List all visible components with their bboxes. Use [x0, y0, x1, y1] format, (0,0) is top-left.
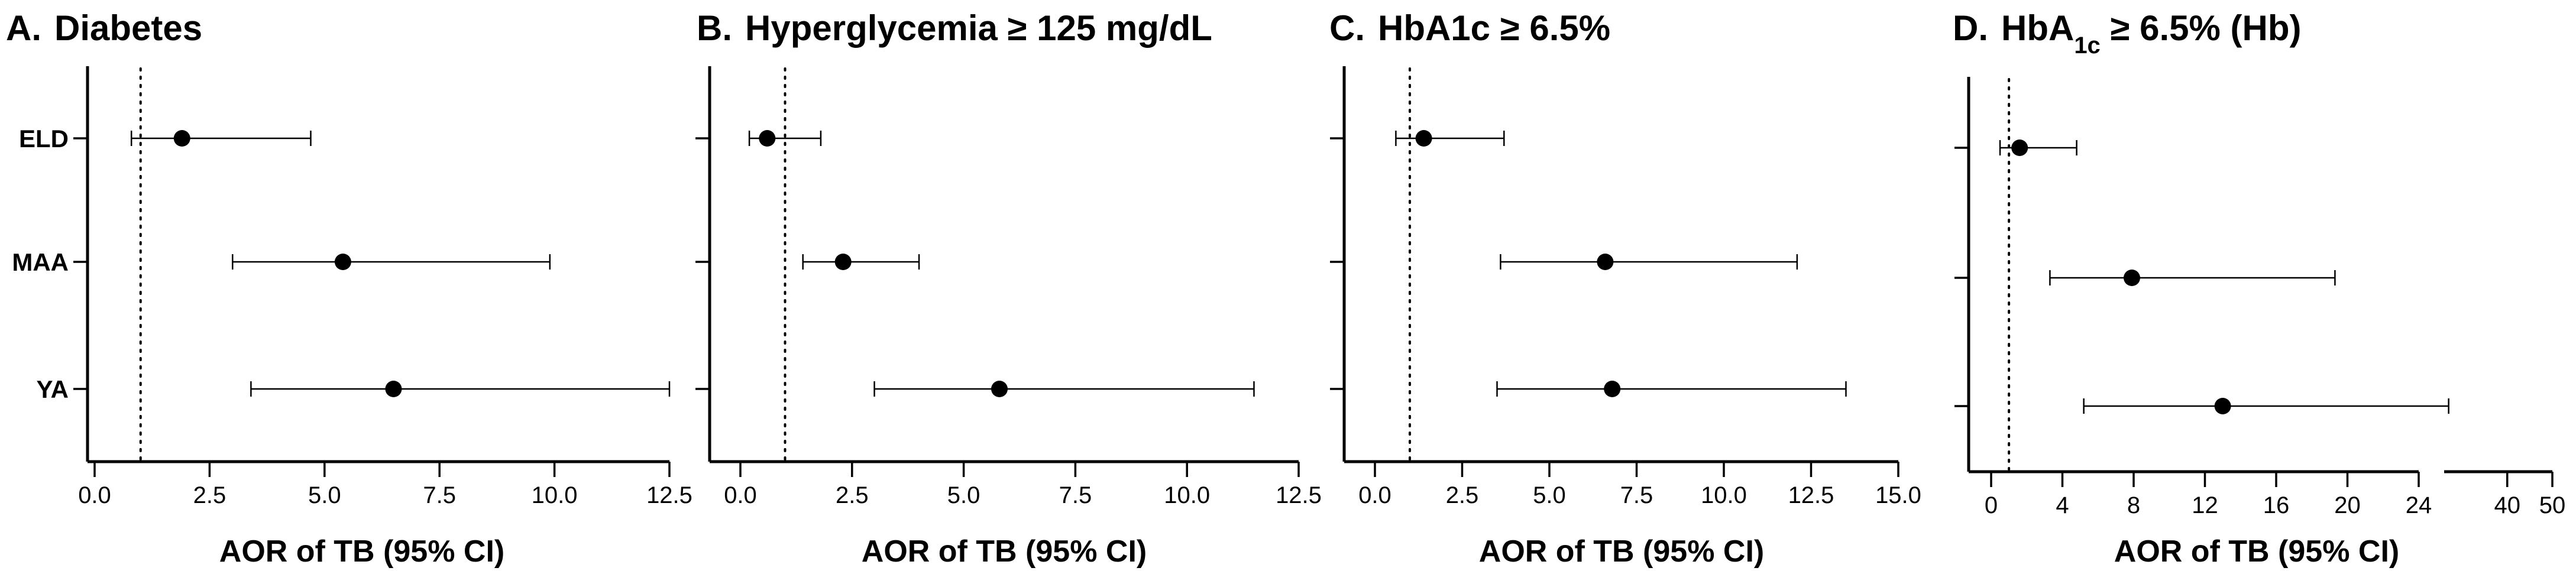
panel-b-title-text: Hyperglycemia ≥ 125 mg/dL: [745, 8, 1212, 48]
panel-d-x-tick-label: 20: [2334, 492, 2361, 518]
panel-a-title-text: Diabetes: [54, 8, 202, 48]
panel-b-x-tick-label: 5.0: [947, 482, 980, 508]
panel-d-x-tick-label: 24: [2406, 492, 2432, 518]
panel-d-point-eld: [2011, 139, 2028, 156]
panel-d-x-tick-label: 0: [1985, 492, 1998, 518]
panel-b-x-tick-label: 12.5: [1276, 482, 1322, 508]
panel-b-x-tick-label: 2.5: [836, 482, 869, 508]
panel-a-x-tick-label: 10.0: [532, 482, 578, 508]
panel-c-label: C.: [1329, 8, 1365, 48]
panel-c-x-tick-label: 10.0: [1701, 482, 1747, 508]
panel-b-title: B. Hyperglycemia ≥ 125 mg/dL: [697, 8, 1212, 48]
panel-a-x-tick-label: 12.5: [646, 482, 692, 508]
panel-a-point-maa: [334, 254, 351, 270]
panel-d-title: D. HbA1c ≥ 6.5% (Hb): [1953, 8, 2301, 59]
panel-d-x-tick-label: 16: [2263, 492, 2290, 518]
panel-d-x-tick-label: 8: [2127, 492, 2140, 518]
panel-a-x-tick-label: 0.0: [78, 482, 111, 508]
panel-b-x-tick-label: 0.0: [724, 482, 757, 508]
panel-d-x-tick-label: 4: [2056, 492, 2069, 518]
panel-a-label: A.: [6, 8, 41, 48]
panel-d-x-tick-label: 40: [2494, 492, 2521, 518]
panel-c-x-tick-label: 2.5: [1446, 482, 1479, 508]
panel-c: C. HbA1c ≥ 6.5% 0.0 2.5 5.0 7.5 10.0 12.5 15.0 …: [1329, 8, 1921, 569]
panel-b-x-tick-label: 7.5: [1059, 482, 1092, 508]
panel-d-point-ya: [2214, 398, 2231, 414]
panel-d-x-axis-label: AOR of TB (95% CI): [2114, 534, 2399, 569]
panel-a-point-ya: [385, 381, 402, 397]
panel-a-point-eld: [173, 130, 190, 147]
panel-b-x-axis-label: AOR of TB (95% CI): [862, 534, 1147, 569]
panel-a-x-tick-label: 5.0: [308, 482, 341, 508]
panel-b-point-maa: [834, 254, 852, 270]
panel-a-x-tick-label: 2.5: [193, 482, 226, 508]
panel-c-point-maa: [1597, 254, 1614, 270]
panel-c-x-tick-label: 15.0: [1875, 482, 1921, 508]
panel-b-point-eld: [759, 130, 776, 147]
panel-a-title: A. Diabetes: [6, 8, 202, 48]
panel-d-label: D.: [1953, 8, 1988, 48]
panel-c-title-text: HbA1c ≥ 6.5%: [1378, 8, 1610, 48]
panel-a-y-tick-label-maa: MAA: [12, 248, 69, 276]
panel-b-label: B.: [697, 8, 732, 48]
panel-a-y-tick-label-eld: ELD: [19, 125, 69, 153]
panel-b: B. Hyperglycemia ≥ 125 mg/dL 0.0 2.5 5.0 7.5…: [695, 8, 1322, 569]
panel-a-x-tick-label: 7.5: [423, 482, 456, 508]
panel-c-point-eld: [1415, 130, 1432, 147]
panel-d: D. HbA1c ≥ 6.5% (Hb) 0 4 8 12 16 20 24 40 50 AOR …: [1953, 8, 2565, 569]
panel-d-x-tick-label: 12: [2192, 492, 2218, 518]
panel-c-title: C. HbA1c ≥ 6.5%: [1329, 8, 1610, 48]
panel-a-y-tick-label-ya: YA: [37, 375, 69, 403]
panel-c-x-tick-label: 12.5: [1788, 482, 1834, 508]
panel-b-point-ya: [991, 381, 1008, 397]
panel-c-x-axis-label: AOR of TB (95% CI): [1479, 534, 1764, 569]
panel-c-point-ya: [1604, 381, 1621, 397]
panel-c-x-tick-label: 0.0: [1358, 482, 1391, 508]
panel-d-title-text: HbA: [2001, 8, 2074, 48]
panel-b-x-tick-label: 10.0: [1164, 482, 1210, 508]
panel-d-x-tick-label: 50: [2539, 492, 2566, 518]
panel-a: A. Diabetes ELD MAA YA 0.0 2.5 5.0 7.5 10.0 12.5…: [6, 8, 692, 569]
panel-c-x-tick-label: 5.0: [1533, 482, 1566, 508]
panel-c-x-tick-label: 7.5: [1620, 482, 1653, 508]
panel-d-point-maa: [2123, 270, 2140, 286]
panel-a-x-axis-label: AOR of TB (95% CI): [219, 534, 504, 569]
